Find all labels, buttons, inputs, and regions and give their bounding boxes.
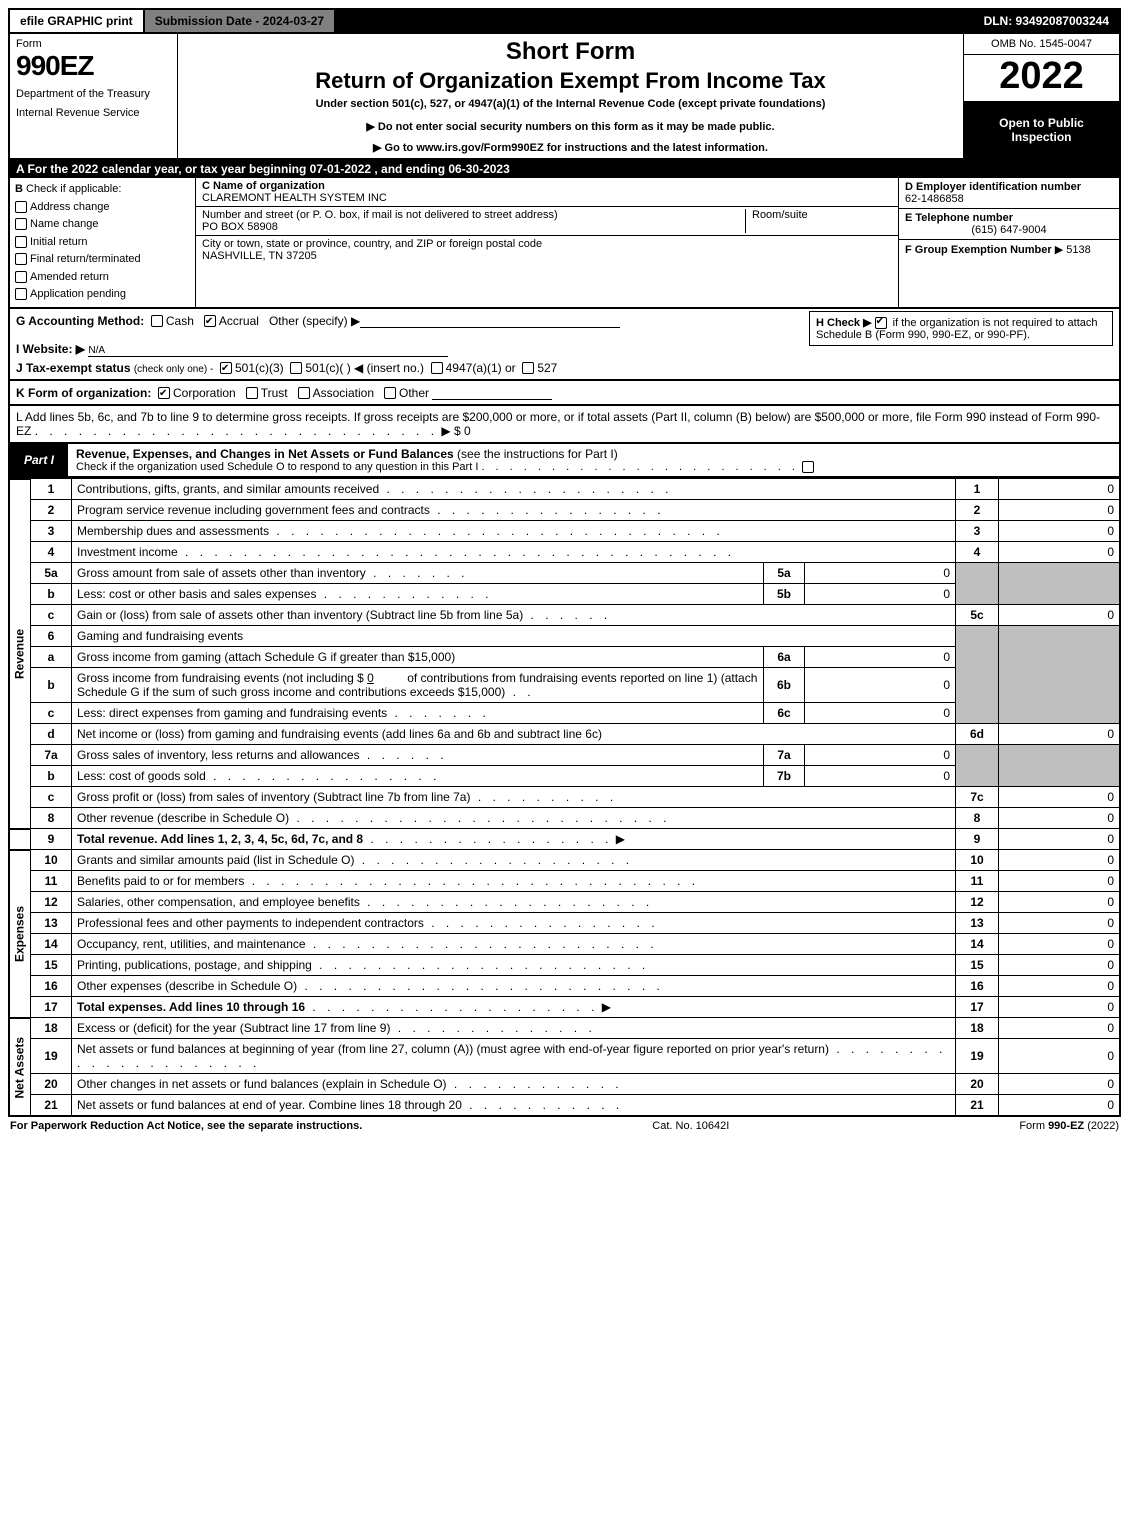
vlabel-expenses: Expenses	[9, 850, 31, 1018]
e-tel-label: E Telephone number	[905, 212, 1013, 224]
section-b: B Check if applicable: Address change Na…	[10, 178, 196, 307]
c-name-label: C Name of organization	[202, 180, 325, 192]
part-i-header: Part I Revenue, Expenses, and Changes in…	[8, 444, 1121, 478]
chk-other-org[interactable]	[384, 387, 396, 399]
form-number: 990EZ	[16, 50, 171, 82]
line-1-text: Contributions, gifts, grants, and simila…	[72, 479, 956, 500]
c-addr-label: Number and street (or P. O. box, if mail…	[202, 209, 558, 221]
org-city: NASHVILLE, TN 37205	[202, 250, 317, 262]
chk-initial-return[interactable]: Initial return	[15, 234, 190, 251]
i-label: I Website: ▶	[16, 342, 85, 356]
g-label: G Accounting Method:	[16, 314, 144, 328]
h-label: H Check ▶	[816, 317, 872, 329]
d-ein-label: D Employer identification number	[905, 181, 1081, 193]
footer-mid: Cat. No. 10642I	[652, 1120, 729, 1132]
page-footer: For Paperwork Reduction Act Notice, see …	[8, 1117, 1121, 1132]
room-suite-label: Room/suite	[745, 209, 892, 233]
ein-value: 62-1486858	[905, 193, 964, 205]
c-city-label: City or town, state or province, country…	[202, 238, 542, 250]
chk-501c3[interactable]	[220, 362, 232, 374]
return-title: Return of Organization Exempt From Incom…	[186, 68, 955, 94]
footer-right: Form 990-EZ (2022)	[1019, 1120, 1119, 1132]
f-grp-label: F Group Exemption Number	[905, 244, 1052, 256]
chk-4947[interactable]	[431, 362, 443, 374]
header-right: OMB No. 1545-0047 2022 Open to Public In…	[963, 34, 1119, 158]
chk-accrual[interactable]	[204, 315, 216, 327]
line-h: H Check ▶ if the organization is not req…	[809, 311, 1113, 346]
tax-year: 2022	[964, 55, 1119, 102]
form-header: Form 990EZ Department of the Treasury In…	[8, 32, 1121, 160]
chk-corporation[interactable]	[158, 387, 170, 399]
chk-amended-return[interactable]: Amended return	[15, 269, 190, 286]
chk-address-change[interactable]: Address change	[15, 199, 190, 216]
row-a-tax-year: A For the 2022 calendar year, or tax yea…	[8, 160, 1121, 178]
section-bcd: B Check if applicable: Address change Na…	[8, 178, 1121, 309]
section-ghijkl: H Check ▶ if the organization is not req…	[8, 309, 1121, 381]
line-1-amt: 0	[999, 479, 1121, 500]
section-def: D Employer identification number 62-1486…	[898, 178, 1119, 307]
dln-number: DLN: 93492087003244	[974, 10, 1119, 32]
chk-h[interactable]	[875, 317, 887, 329]
dept-irs: Internal Revenue Service	[16, 107, 171, 120]
chk-cash[interactable]	[151, 315, 163, 327]
form-word: Form	[16, 38, 171, 50]
part-i-table: Revenue 1 Contributions, gifts, grants, …	[8, 478, 1121, 1118]
header-left: Form 990EZ Department of the Treasury In…	[10, 34, 178, 158]
vlabel-revenue: Revenue	[9, 479, 31, 829]
part-i-label: Part I	[10, 444, 68, 476]
j-label: J Tax-exempt status	[16, 361, 131, 375]
k-label: K Form of organization:	[16, 386, 151, 400]
website-value: N/A	[88, 345, 448, 357]
line-k: K Form of organization: Corporation Trus…	[8, 381, 1121, 406]
line-l: L Add lines 5b, 6c, and 7b to line 9 to …	[8, 406, 1121, 444]
org-address: PO BOX 58908	[202, 221, 278, 233]
chk-application-pending[interactable]: Application pending	[15, 286, 190, 303]
chk-name-change[interactable]: Name change	[15, 216, 190, 233]
part-i-title: Revenue, Expenses, and Changes in Net As…	[68, 444, 1119, 476]
chk-527[interactable]	[522, 362, 534, 374]
dept-treasury: Department of the Treasury	[16, 88, 171, 101]
open-inspection: Open to Public Inspection	[964, 102, 1119, 158]
submission-date: Submission Date - 2024-03-27	[145, 10, 336, 32]
vlabel-netassets: Net Assets	[9, 1018, 31, 1117]
chk-final-return[interactable]: Final return/terminated	[15, 251, 190, 268]
ssn-note: ▶ Do not enter social security numbers o…	[186, 120, 955, 133]
header-center: Short Form Return of Organization Exempt…	[178, 34, 963, 158]
b-letter: B	[15, 183, 23, 195]
l-value: ▶ $ 0	[441, 424, 470, 438]
section-c: C Name of organization CLAREMONT HEALTH …	[196, 178, 898, 307]
chk-trust[interactable]	[246, 387, 258, 399]
chk-association[interactable]	[298, 387, 310, 399]
footer-left: For Paperwork Reduction Act Notice, see …	[10, 1120, 362, 1132]
omb-number: OMB No. 1545-0047	[964, 34, 1119, 55]
tel-value: (615) 647-9004	[905, 224, 1113, 236]
top-bar: efile GRAPHIC print Submission Date - 20…	[8, 8, 1121, 32]
grp-value: ▶ 5138	[1055, 244, 1091, 256]
line-j: J Tax-exempt status (check only one) - 5…	[16, 361, 1113, 375]
b-label: Check if applicable:	[26, 183, 121, 195]
efile-print-button[interactable]: efile GRAPHIC print	[10, 10, 145, 32]
goto-link[interactable]: ▶ Go to www.irs.gov/Form990EZ for instru…	[186, 141, 955, 154]
g-other: Other (specify) ▶	[269, 314, 360, 328]
chk-schedule-o[interactable]	[802, 461, 814, 473]
chk-501c[interactable]	[290, 362, 302, 374]
short-form-title: Short Form	[186, 38, 955, 66]
org-name: CLAREMONT HEALTH SYSTEM INC	[202, 192, 387, 204]
under-section: Under section 501(c), 527, or 4947(a)(1)…	[186, 98, 955, 110]
